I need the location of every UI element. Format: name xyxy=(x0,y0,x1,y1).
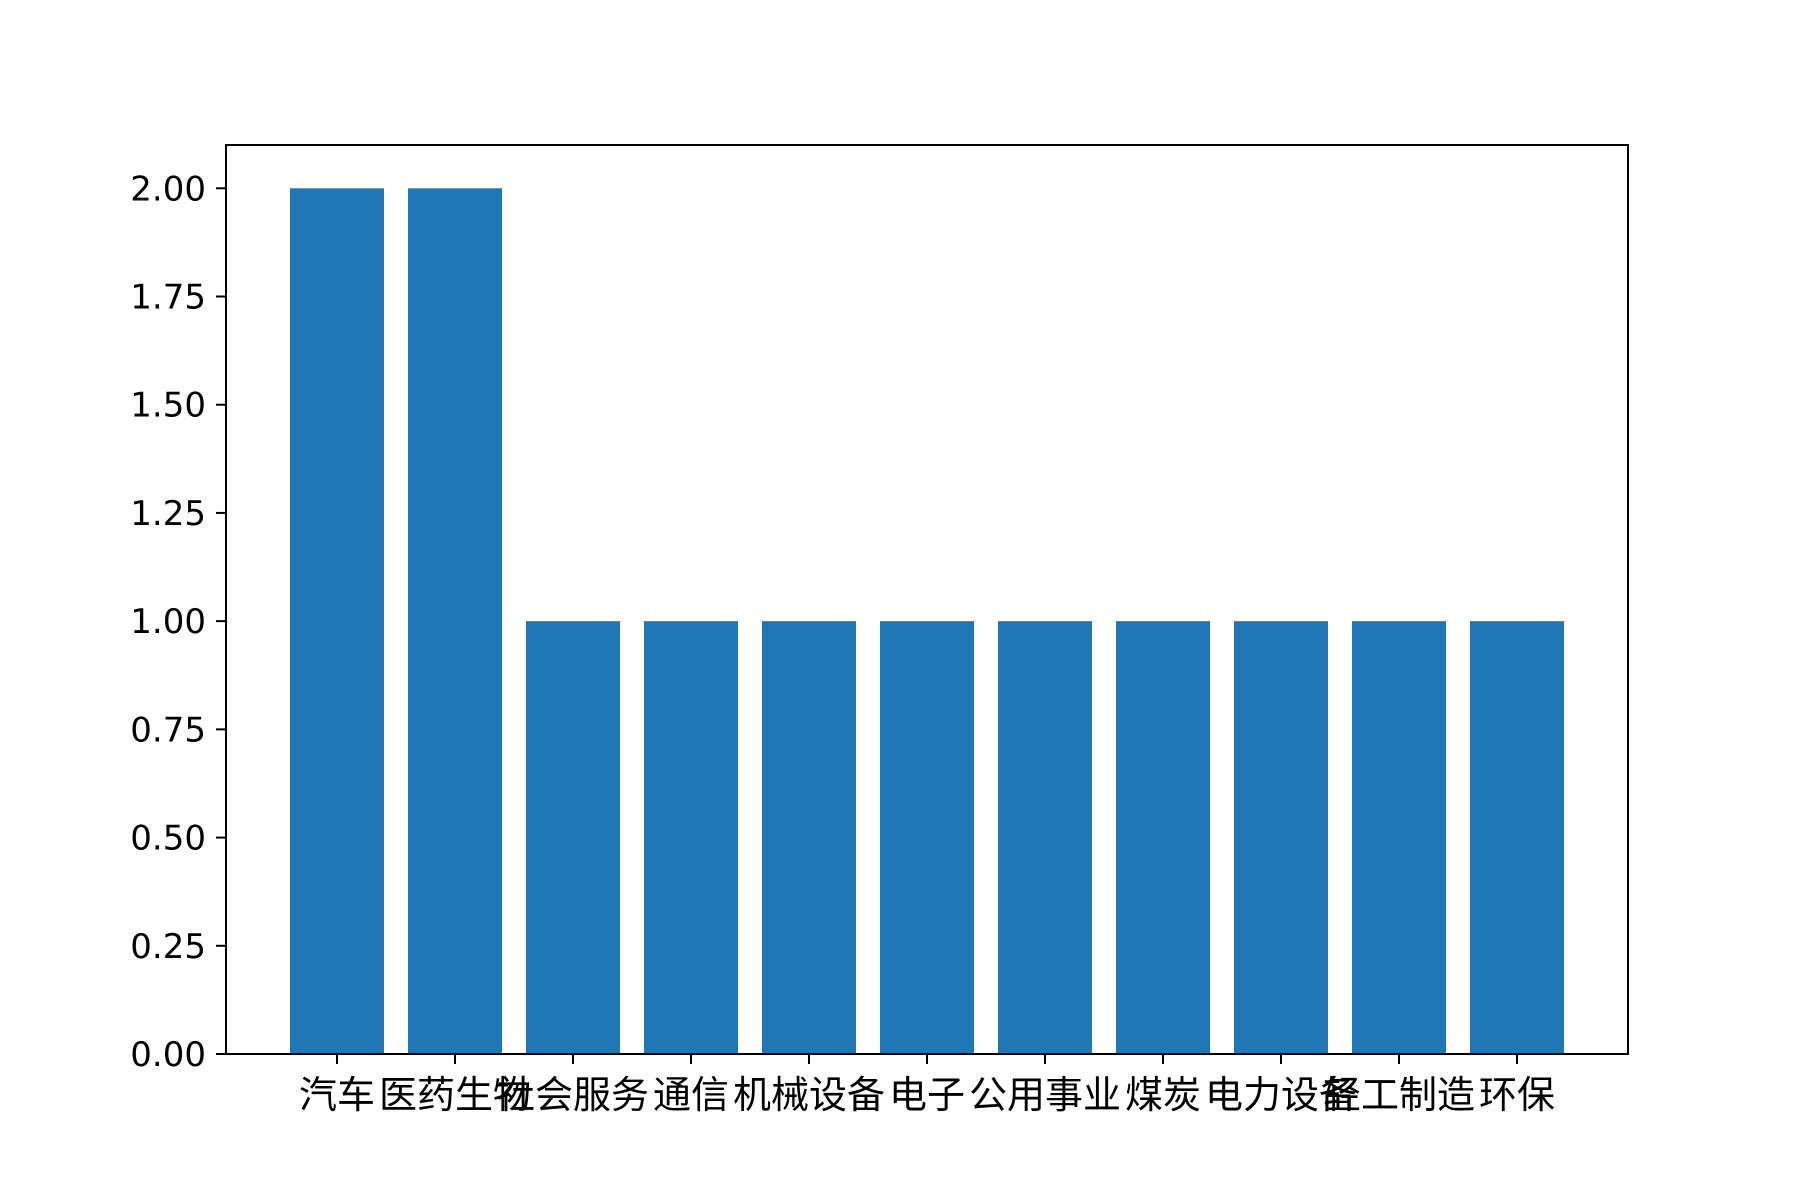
x-tick-label-2: 医药生物 xyxy=(379,1073,531,1117)
bar-7 xyxy=(998,621,1092,1054)
bar-8 xyxy=(1116,621,1210,1054)
y-tick-label-9: 2.00 xyxy=(130,169,206,209)
bar-5 xyxy=(762,621,856,1054)
y-axis: 0.00 0.25 0.50 0.75 1.00 1.25 1.50 1.75 2.00 xyxy=(130,169,226,1075)
x-tick-label-8: 煤炭 xyxy=(1125,1073,1201,1117)
x-tick-label-4: 通信 xyxy=(653,1073,729,1117)
y-tick-label-6: 1.25 xyxy=(130,494,206,534)
y-tick-label-1: 0.00 xyxy=(130,1035,206,1075)
y-tick-label-4: 0.75 xyxy=(130,710,206,750)
bar-10 xyxy=(1352,621,1446,1054)
x-tick-label-7: 公用事业 xyxy=(969,1073,1121,1117)
x-tick-label-6: 电子 xyxy=(889,1073,965,1117)
x-tick-label-3: 社会服务 xyxy=(497,1073,649,1117)
x-tick-label-10: 轻工制造 xyxy=(1323,1073,1475,1117)
x-tick-label-1: 汽车 xyxy=(299,1073,375,1117)
y-tick-label-8: 1.75 xyxy=(130,278,206,318)
y-tick-label-3: 0.50 xyxy=(130,819,206,859)
plot-frame xyxy=(225,144,1629,1055)
x-tick-label-9: 电力设备 xyxy=(1205,1073,1357,1117)
y-tick-label-2: 0.25 xyxy=(130,927,206,967)
bar-9 xyxy=(1234,621,1328,1054)
bar-2 xyxy=(408,188,502,1055)
bar-6 xyxy=(880,621,974,1054)
bar-3 xyxy=(526,621,620,1054)
bars-group xyxy=(290,188,1564,1055)
y-tick-label-5: 1.00 xyxy=(130,602,206,642)
bar-1 xyxy=(290,188,384,1055)
y-tick-label-7: 1.50 xyxy=(130,386,206,426)
bar-11 xyxy=(1470,621,1564,1054)
bar-4 xyxy=(644,621,738,1054)
x-tick-label-11: 环保 xyxy=(1479,1073,1555,1117)
x-tick-label-5: 机械设备 xyxy=(733,1073,885,1117)
